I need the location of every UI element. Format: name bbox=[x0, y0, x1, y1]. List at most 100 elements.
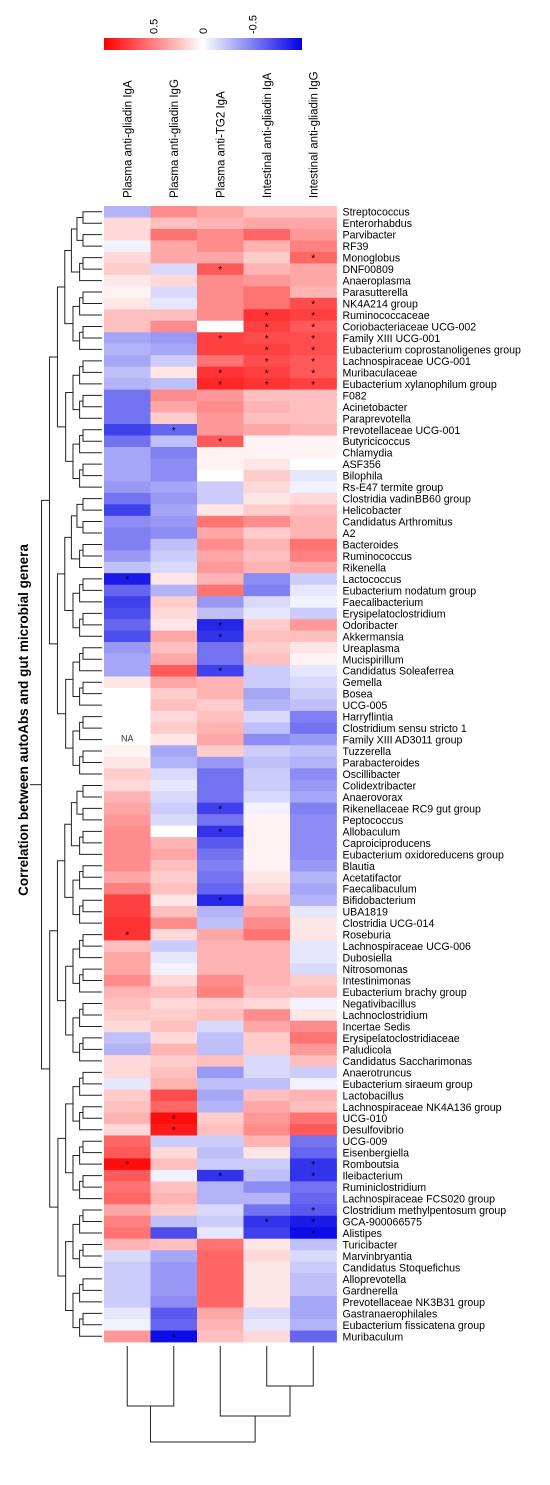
heatmap-cell bbox=[150, 1066, 198, 1079]
heatmap-cell bbox=[150, 1055, 198, 1068]
significance-mark: * bbox=[311, 380, 315, 391]
heatmap-cell bbox=[150, 1158, 198, 1171]
heatmap-cell bbox=[290, 997, 337, 1010]
column-label: Plasma anti-TG2 IgA bbox=[215, 91, 227, 198]
heatmap-cell bbox=[290, 1307, 337, 1320]
row-label: Ruminococcaceae bbox=[343, 310, 430, 322]
heatmap-cell bbox=[104, 1215, 151, 1228]
row-label: Gastranaerophilales bbox=[343, 1308, 438, 1320]
heatmap-cell bbox=[197, 1330, 244, 1343]
significance-mark: * bbox=[311, 357, 315, 368]
heatmap-cell bbox=[150, 1261, 198, 1274]
heatmap-cell bbox=[243, 997, 291, 1010]
dendrogram-branch bbox=[72, 1223, 80, 1260]
significance-mark: * bbox=[218, 265, 222, 276]
heatmap-cell bbox=[104, 251, 151, 264]
heatmap-cell bbox=[197, 538, 244, 551]
heatmap-cell bbox=[150, 1284, 198, 1297]
heatmap-cell bbox=[150, 1238, 198, 1251]
heatmap-cell bbox=[104, 928, 151, 941]
heatmap-cell bbox=[150, 951, 198, 964]
heatmap-cell bbox=[197, 1307, 244, 1320]
heatmap-cell bbox=[197, 274, 244, 287]
heatmap-cell bbox=[104, 1192, 151, 1205]
heatmap-cell bbox=[243, 1123, 291, 1136]
heatmap-cell bbox=[150, 286, 198, 299]
heatmap-cell bbox=[104, 963, 151, 976]
dendrogram-branch bbox=[82, 1243, 102, 1257]
heatmap-cell bbox=[150, 343, 198, 356]
dendrogram-branch bbox=[65, 391, 73, 462]
heatmap-cell bbox=[243, 814, 291, 827]
heatmap-cell bbox=[104, 515, 151, 528]
row-label: Paraprevotella bbox=[343, 413, 411, 425]
heatmap-cell bbox=[197, 1043, 244, 1056]
heatmap-cell bbox=[150, 217, 198, 230]
heatmap-cell bbox=[243, 515, 291, 528]
heatmap-cell bbox=[104, 825, 151, 838]
dendrogram-branch bbox=[82, 360, 102, 373]
heatmap-cell bbox=[290, 951, 337, 964]
heatmap-cell bbox=[243, 401, 291, 413]
dendrogram-branch bbox=[72, 879, 80, 916]
column-label: Intestinal anti-gliadin IgG bbox=[308, 71, 320, 198]
dendrogram-branch bbox=[72, 1017, 80, 1053]
heatmap-cell bbox=[197, 469, 244, 482]
heatmap-cell bbox=[243, 435, 291, 448]
heatmap-cell bbox=[290, 905, 337, 918]
heatmap-cell bbox=[197, 630, 244, 643]
dendrogram-branch bbox=[64, 249, 73, 325]
row-label: Acinetobacter bbox=[343, 402, 408, 414]
heatmap-cell bbox=[290, 917, 337, 930]
heatmap-cell bbox=[197, 1089, 244, 1102]
significance-mark: * bbox=[265, 368, 269, 379]
heatmap-cell bbox=[197, 825, 244, 838]
dendrogram-branch bbox=[82, 899, 102, 913]
heatmap-cell bbox=[150, 366, 198, 379]
heatmap-cell bbox=[290, 378, 337, 390]
heatmap-cell bbox=[243, 1043, 291, 1056]
significance-mark: * bbox=[218, 368, 222, 379]
dendrogram-branch bbox=[72, 1086, 80, 1122]
significance-mark: * bbox=[311, 322, 315, 333]
row-label: Clostridium methylpentosum group bbox=[343, 1205, 507, 1217]
heatmap-cell bbox=[243, 492, 291, 505]
heatmap-cell bbox=[150, 1215, 198, 1228]
heatmap-cell bbox=[197, 894, 244, 907]
dendrogram-branch bbox=[41, 499, 50, 1070]
row-label: Family XIII UCG-001 bbox=[343, 333, 441, 345]
heatmap-cell bbox=[104, 837, 151, 849]
heatmap-cell bbox=[150, 1078, 198, 1090]
heatmap-cell bbox=[197, 1296, 244, 1308]
row-label: Chlamydia bbox=[343, 448, 393, 460]
heatmap-cell bbox=[150, 1307, 198, 1320]
heatmap-cell bbox=[150, 401, 198, 413]
heatmap-cell bbox=[243, 573, 291, 586]
heatmap-cell bbox=[243, 860, 291, 872]
heatmap-cell bbox=[197, 481, 244, 494]
row-label: Bacteroides bbox=[343, 540, 399, 552]
heatmap-cell bbox=[290, 1204, 337, 1217]
heatmap-cells: NA bbox=[104, 206, 337, 1343]
row-label: Erysipelatoclostridiaceae bbox=[343, 1033, 460, 1045]
heatmap-cell bbox=[290, 1078, 337, 1090]
heatmap-cell bbox=[104, 584, 151, 597]
heatmap-cell bbox=[150, 1089, 198, 1102]
heatmap-cell bbox=[197, 1032, 244, 1045]
dendrogram-branch bbox=[65, 1241, 73, 1311]
heatmap-cell bbox=[243, 883, 291, 895]
significance-mark: * bbox=[265, 380, 269, 391]
heatmap-cell bbox=[104, 492, 151, 505]
heatmap-cell bbox=[290, 401, 337, 413]
heatmap-cell bbox=[150, 1330, 198, 1343]
dendrogram-branch bbox=[82, 750, 102, 764]
heatmap-cell bbox=[290, 848, 337, 861]
column-label: Plasma anti-gliadin IgG bbox=[169, 79, 181, 198]
heatmap-cell bbox=[290, 825, 337, 838]
heatmap-cell bbox=[243, 1284, 291, 1297]
heatmap-cell bbox=[243, 1250, 291, 1263]
heatmap-cell bbox=[197, 1135, 244, 1148]
heatmap-cell bbox=[150, 722, 198, 735]
dendrogram-branch bbox=[82, 257, 102, 270]
heatmap-cell bbox=[104, 1158, 151, 1171]
